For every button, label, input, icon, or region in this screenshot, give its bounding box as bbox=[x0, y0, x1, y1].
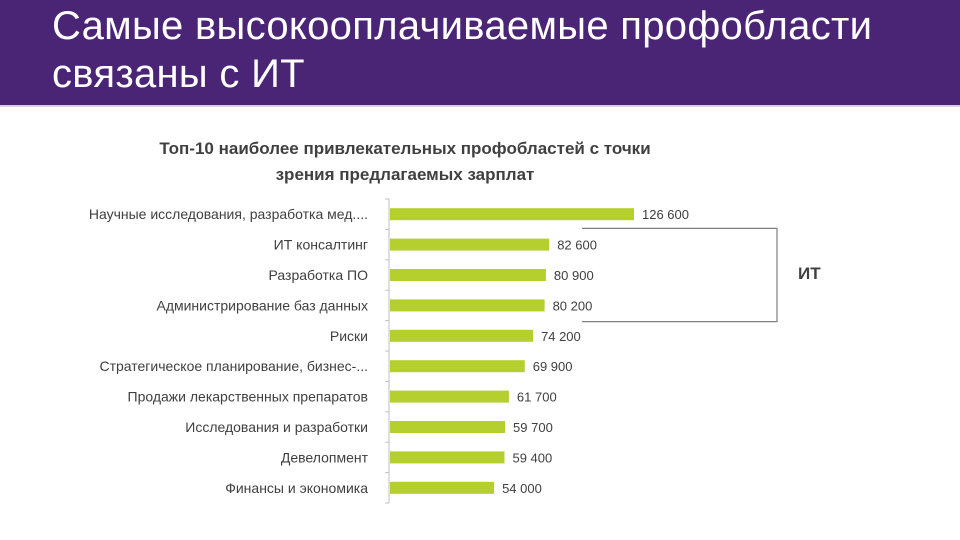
bar bbox=[390, 329, 534, 342]
slide-title-line2: связаны с ИТ bbox=[52, 52, 305, 96]
bar bbox=[390, 421, 506, 433]
value-label: 80 200 bbox=[553, 298, 593, 313]
value-label: 80 900 bbox=[554, 268, 594, 283]
bar bbox=[390, 390, 509, 403]
value-label: 54 000 bbox=[502, 481, 542, 496]
bar bbox=[390, 269, 546, 281]
it-group-bracket bbox=[582, 227, 778, 323]
slide-header: Самые высокооплачиваемые профобласти свя… bbox=[0, 0, 960, 107]
bar bbox=[390, 451, 505, 464]
bar bbox=[390, 360, 525, 373]
category-label: Финансы и экономика bbox=[225, 480, 368, 496]
bar bbox=[390, 238, 550, 251]
value-label: 82 600 bbox=[557, 238, 597, 253]
value-label: 74 200 bbox=[541, 329, 581, 344]
chart-title-line1: Топ-10 наиболее привлекательных профобла… bbox=[159, 139, 651, 158]
slide-title: Самые высокооплачиваемые профобласти свя… bbox=[52, 2, 872, 98]
slide-title-line1: Самые высокооплачиваемые профобласти bbox=[52, 4, 873, 48]
value-label: 69 900 bbox=[533, 359, 573, 374]
value-label: 59 700 bbox=[513, 420, 553, 435]
bar bbox=[390, 299, 545, 312]
category-label: Научные исследования, разработка мед.... bbox=[89, 206, 368, 222]
value-label: 61 700 bbox=[517, 390, 557, 405]
it-group-label: ИТ bbox=[798, 264, 821, 283]
category-label: Администрирование баз данных bbox=[156, 297, 368, 313]
value-label: 59 400 bbox=[512, 450, 552, 465]
category-label: Продажи лекарственных препаратов bbox=[128, 389, 368, 405]
category-label: Риски bbox=[330, 328, 368, 344]
category-label: Стратегическое планирование, бизнес-... bbox=[99, 358, 368, 374]
chart-title-line2: зрения предлагаемых зарплат bbox=[275, 165, 535, 184]
bar bbox=[390, 208, 634, 221]
category-label: Разработка ПО bbox=[269, 267, 369, 283]
bar bbox=[390, 481, 495, 494]
chart-title: Топ-10 наиболее привлекательных профобла… bbox=[100, 136, 710, 188]
category-label: ИТ консалтинг bbox=[274, 237, 368, 253]
category-label: Девелопмент bbox=[281, 449, 369, 465]
category-label: Исследования и разработки bbox=[185, 419, 368, 435]
value-label: 126 600 bbox=[642, 207, 689, 222]
